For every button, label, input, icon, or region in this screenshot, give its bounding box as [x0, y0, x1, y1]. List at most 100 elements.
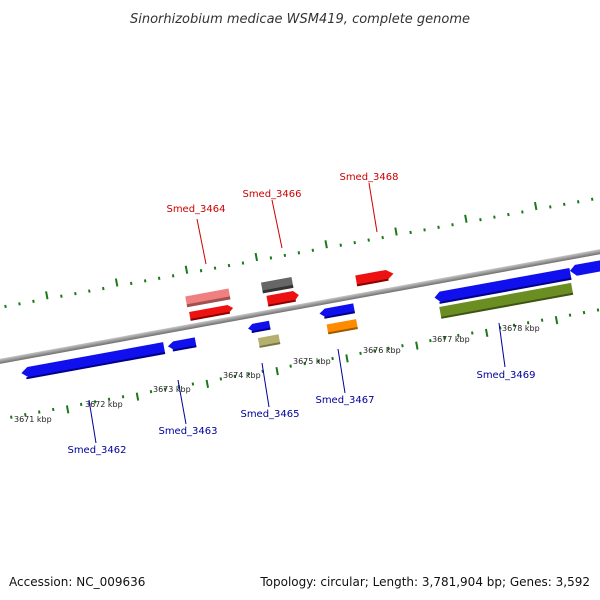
label-smed-3469[interactable]: Smed_3469	[476, 370, 535, 381]
gene-smed-3467[interactable]	[326, 319, 358, 335]
callout-line-smed-3464	[196, 218, 207, 265]
gene-smed-3469[interactable]	[439, 282, 574, 319]
kbp-label-3671: 3671 kbp	[14, 415, 52, 424]
gray-feature[interactable]	[260, 277, 294, 294]
ruler-minor-tick	[121, 395, 125, 399]
ruler-minor-tick	[451, 223, 454, 227]
ruler-minor-tick	[143, 279, 147, 283]
ruler-minor-tick	[437, 225, 440, 229]
ruler-major-tick	[484, 328, 489, 337]
callout-line-smed-3466	[271, 199, 283, 249]
gene-smed-3463[interactable]	[167, 337, 197, 352]
ruler-minor-tick	[568, 313, 572, 317]
ruler-minor-tick	[401, 344, 404, 348]
ruler-major-tick	[394, 227, 398, 236]
ruler-minor-tick	[521, 210, 524, 214]
callout-line-smed-3462	[88, 399, 97, 444]
ruler-major-tick	[45, 291, 49, 300]
ruler-minor-tick	[563, 202, 566, 207]
ruler-minor-tick	[191, 382, 195, 386]
ruler-minor-tick	[359, 351, 362, 356]
ruler-minor-tick	[596, 308, 600, 312]
gene-smed-3466[interactable]	[266, 290, 299, 307]
kbp-label-3674: 3674 kbp	[223, 371, 261, 380]
label-smed-3462[interactable]: Smed_3462	[67, 445, 126, 456]
ruler-minor-tick	[526, 321, 530, 325]
ruler-minor-tick	[331, 356, 334, 361]
ruler-minor-tick	[367, 238, 370, 242]
ruler-minor-tick	[443, 336, 446, 340]
ruler-minor-tick	[219, 377, 223, 381]
ruler-major-tick	[415, 341, 419, 350]
callout-line-smed-3463	[177, 379, 187, 425]
ruler-minor-tick	[157, 276, 161, 280]
ruler-minor-tick	[582, 310, 586, 315]
ruler-minor-tick	[549, 205, 552, 209]
ruler-minor-tick	[353, 240, 356, 245]
ruler-minor-tick	[493, 215, 496, 219]
pink-feature[interactable]	[185, 288, 231, 308]
ruler-minor-tick	[317, 359, 320, 363]
ruler-minor-tick	[479, 218, 482, 222]
ruler-minor-tick	[512, 323, 516, 327]
ruler-minor-tick	[289, 364, 292, 368]
ruler-minor-tick	[79, 402, 83, 407]
ruler-minor-tick	[540, 318, 544, 322]
ruler-minor-tick	[24, 412, 27, 417]
ruler-minor-tick	[37, 410, 41, 414]
ruler-minor-tick	[213, 266, 217, 270]
label-smed-3463[interactable]: Smed_3463	[158, 426, 217, 437]
genome-backbone	[0, 242, 600, 367]
ruler-major-tick	[345, 354, 349, 363]
ruler-minor-tick	[241, 261, 245, 265]
gene-smed-3467-blue[interactable]	[319, 303, 356, 319]
label-smed-3467[interactable]: Smed_3467	[315, 395, 374, 406]
gene-smed-3468[interactable]	[355, 269, 394, 287]
label-smed-3465[interactable]: Smed_3465	[240, 409, 299, 420]
ruler-minor-tick	[171, 274, 175, 278]
callout-line-smed-3468	[368, 182, 378, 233]
ruler-minor-tick	[373, 349, 376, 353]
ruler-minor-tick	[247, 372, 251, 376]
ruler-major-tick	[464, 214, 468, 223]
ruler-minor-tick	[60, 294, 63, 298]
ruler-minor-tick	[102, 286, 105, 291]
callout-line-smed-3465	[261, 362, 270, 408]
kbp-label-3678: 3678 kbp	[502, 324, 540, 333]
label-smed-3468[interactable]: Smed_3468	[339, 172, 398, 183]
ruler-minor-tick	[507, 212, 510, 217]
ruler-minor-tick	[227, 263, 231, 268]
ruler-minor-tick	[261, 369, 264, 373]
ruler-major-tick	[205, 379, 210, 389]
ruler-minor-tick	[283, 253, 287, 258]
kbp-label-3676: 3676 kbp	[363, 346, 401, 355]
accession-text: Accession: NC_009636	[9, 575, 145, 589]
ruler-major-tick	[254, 252, 259, 262]
kbp-label-3675: 3675 kbp	[293, 357, 331, 366]
ruler-minor-tick	[269, 256, 273, 260]
ruler-minor-tick	[297, 251, 301, 255]
ruler-major-tick	[533, 201, 538, 211]
gene-smed-3462[interactable]	[20, 342, 166, 380]
kbp-label-3673: 3673 kbp	[153, 385, 191, 394]
ruler-minor-tick	[93, 400, 97, 404]
gene-right-edge[interactable]	[569, 253, 600, 277]
ruler-minor-tick	[32, 299, 35, 303]
label-smed-3464[interactable]: Smed_3464	[166, 204, 225, 215]
gene-smed-3465[interactable]	[257, 334, 281, 348]
gene-smed-3469-blue[interactable]	[434, 267, 572, 305]
ruler-minor-tick	[423, 228, 426, 232]
gene-smed-3464[interactable]	[189, 304, 234, 321]
ruler-major-tick	[184, 265, 189, 274]
ruler-top-ticks	[4, 197, 594, 309]
ruler-minor-tick	[590, 197, 594, 201]
label-smed-3466[interactable]: Smed_3466	[242, 189, 301, 200]
ruler-major-tick	[135, 392, 140, 401]
gene-smed-3465-blue[interactable]	[247, 320, 271, 334]
ruler-major-tick	[114, 278, 119, 287]
callout-line-smed-3469	[498, 322, 506, 368]
ruler-major-tick	[554, 316, 559, 325]
ruler-minor-tick	[107, 397, 111, 401]
ruler-minor-tick	[381, 235, 384, 240]
